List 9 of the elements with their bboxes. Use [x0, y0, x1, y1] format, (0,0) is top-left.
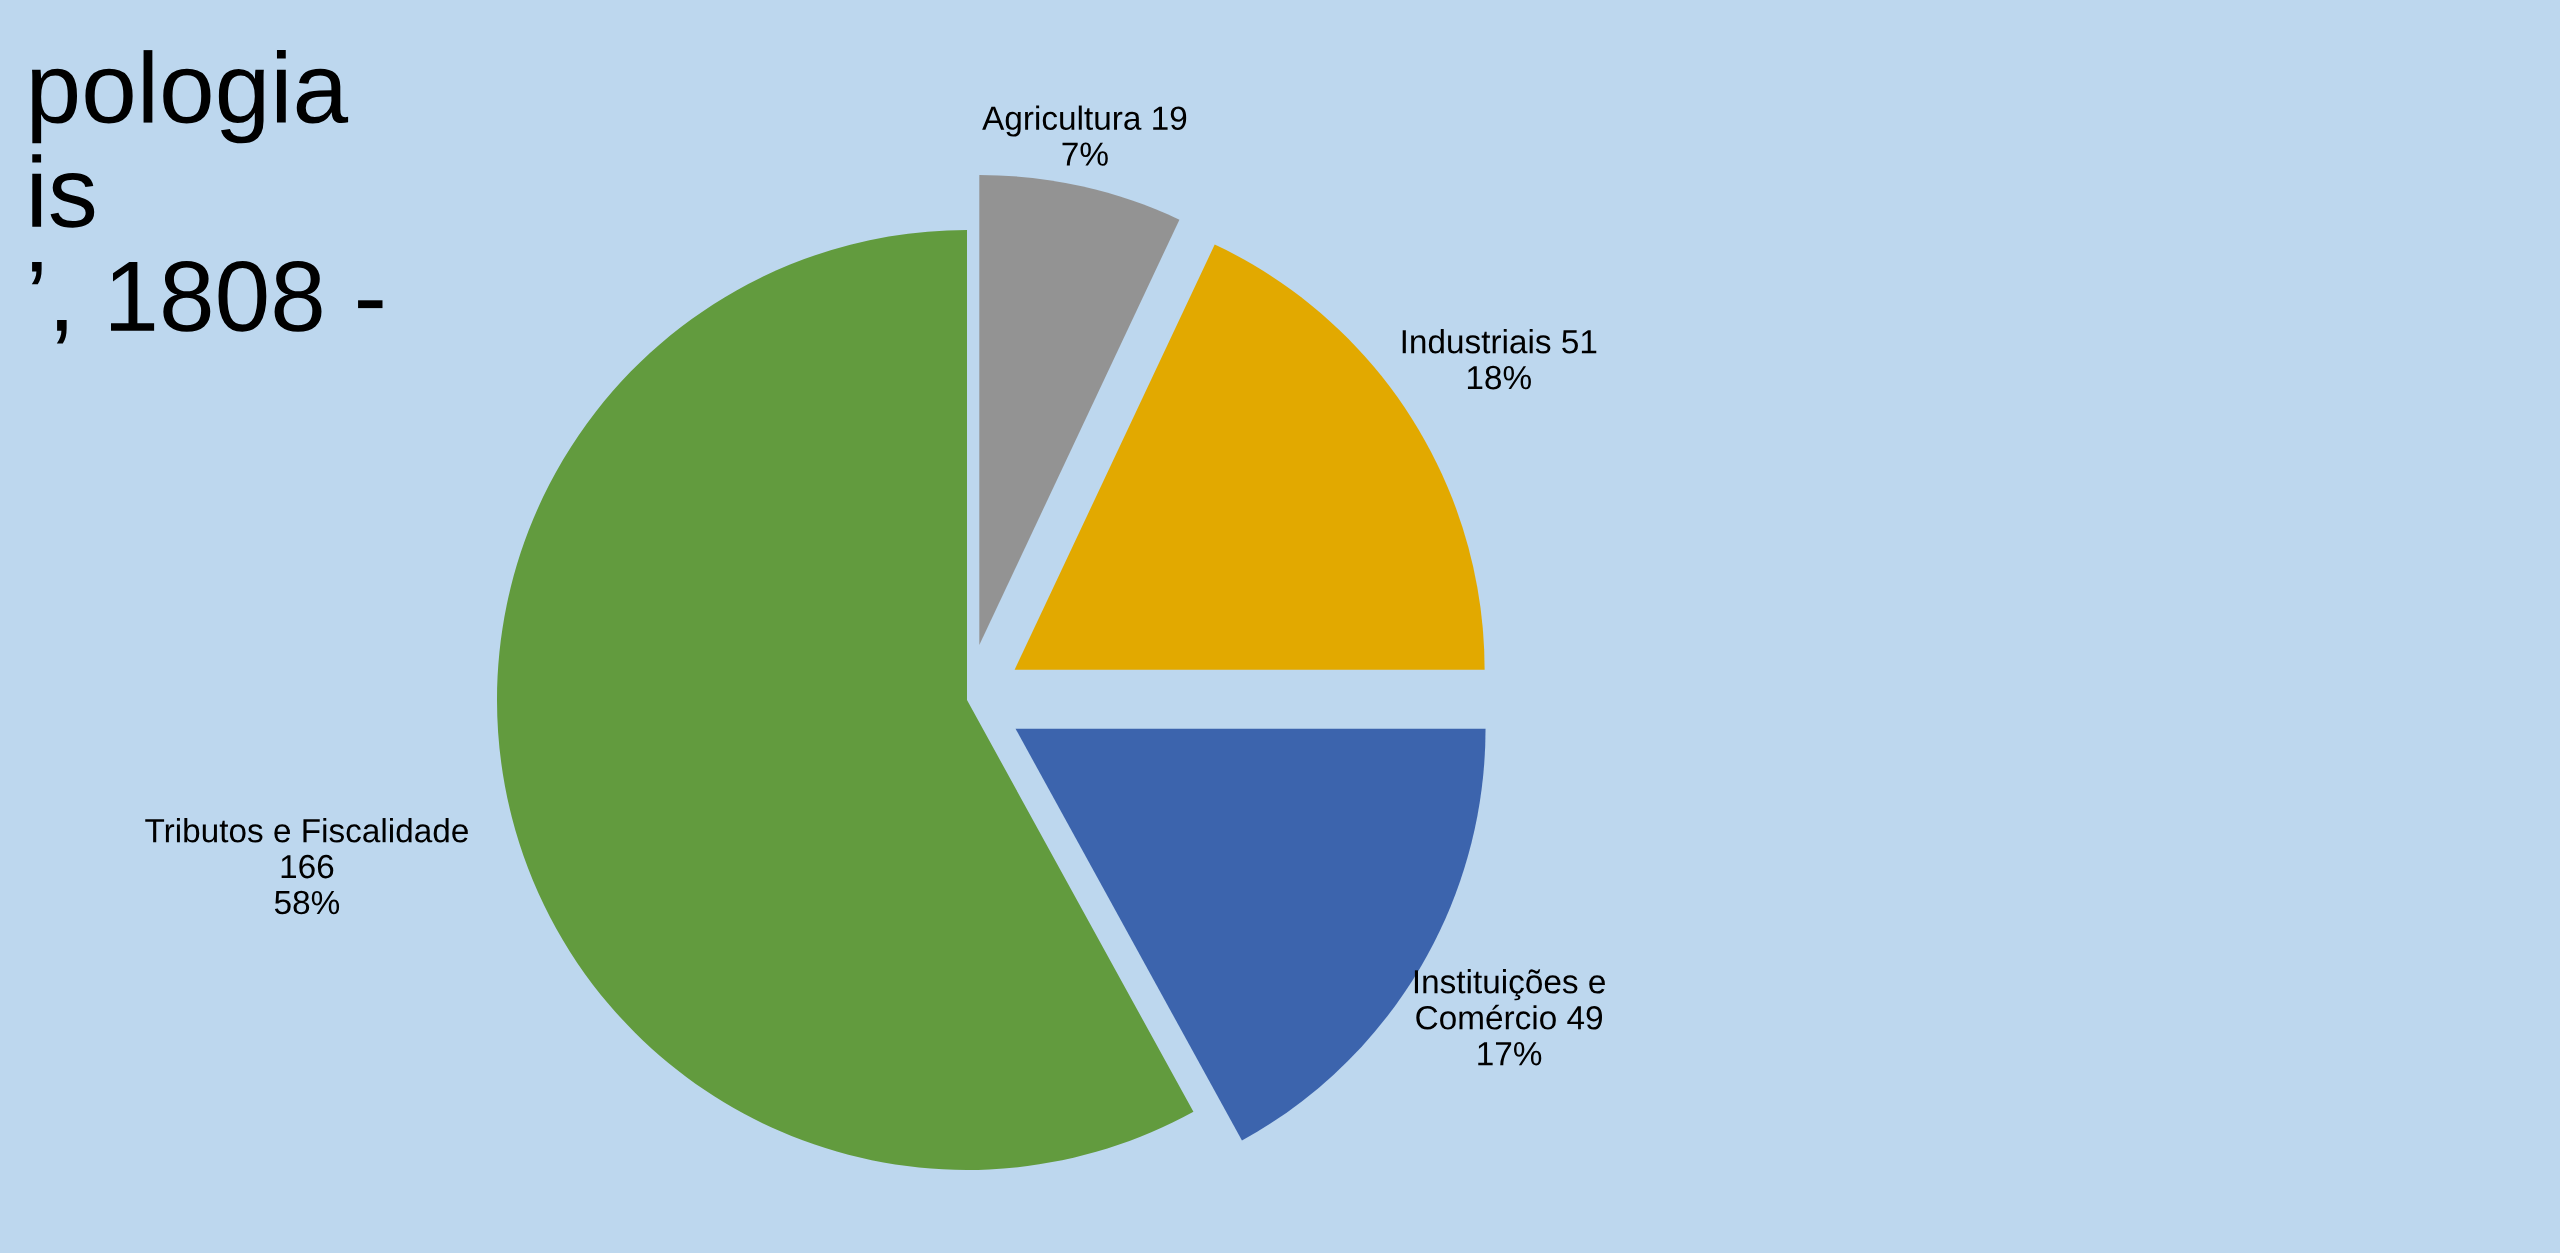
slice-label: Instituições e Comércio 49 — [1414, 969, 1605, 1030]
data-label: 7% — [1062, 142, 1108, 166]
data-label: 58% — [274, 890, 340, 915]
data-label: 18% — [1467, 365, 1531, 390]
data-label: 17% — [1478, 1042, 1542, 1066]
slice-label: Agricultura 19 — [982, 105, 1187, 137]
slice-label: Industriais 51 — [1402, 329, 1597, 354]
chart-title: pologia is ’, 1808 - — [31, 50, 383, 344]
slice-label: Tributos e Fiscalidade 166 — [145, 818, 468, 879]
